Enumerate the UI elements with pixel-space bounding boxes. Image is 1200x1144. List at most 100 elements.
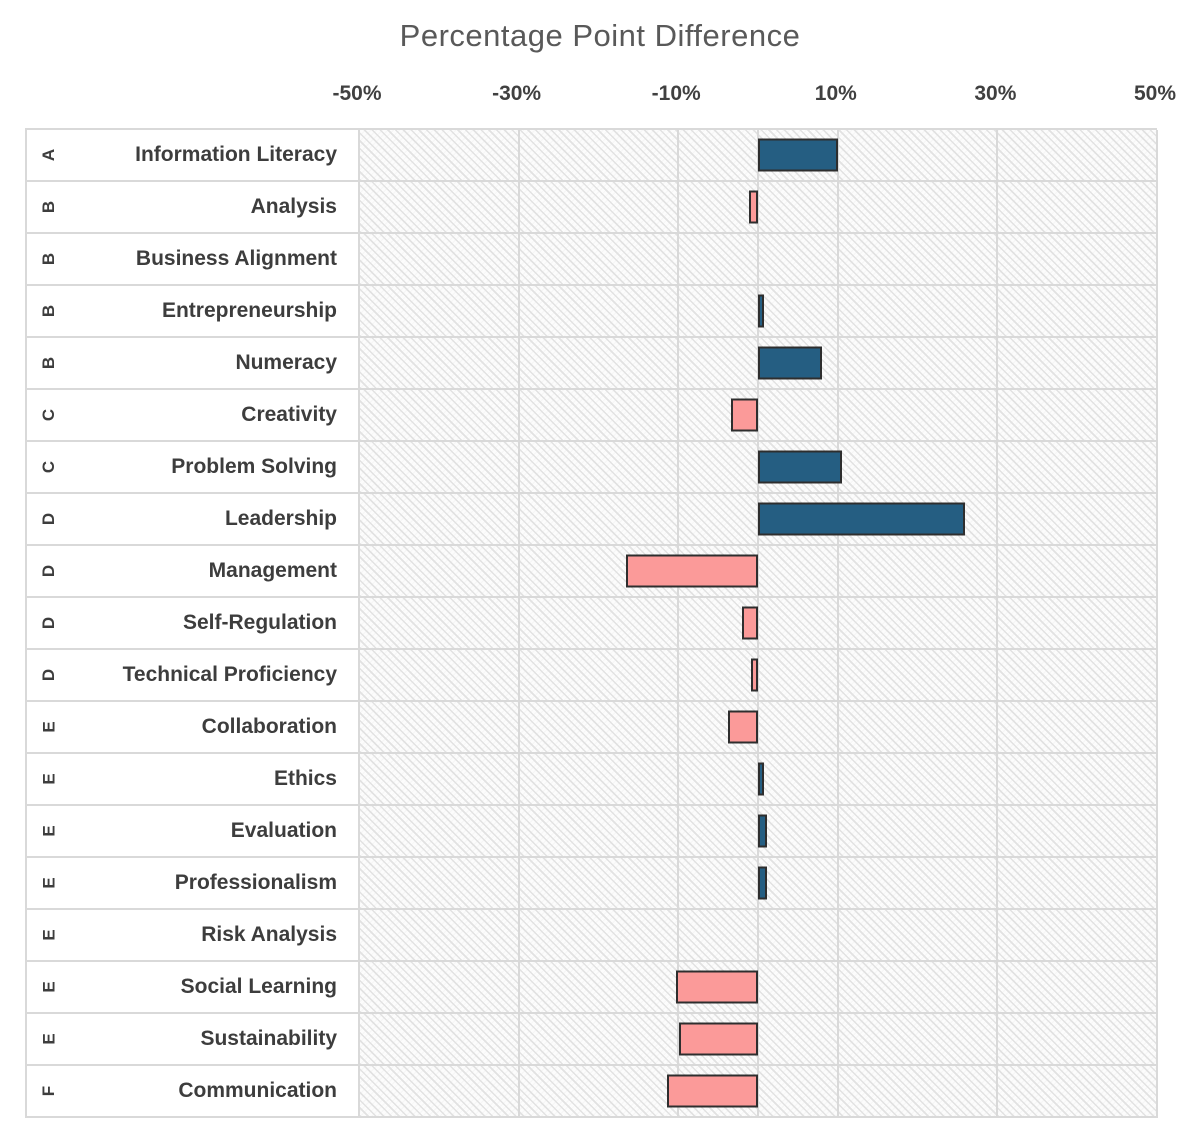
group-letter-cell: E [27,910,72,960]
plot-cell [359,130,1157,180]
positive-bar-numeracy [758,346,822,380]
group-letter-cell: C [27,442,72,492]
x-axis-tick-label: -10% [651,82,701,105]
category-label: Problem Solving [171,455,337,478]
category-label: Creativity [241,403,337,426]
positive-bar-problem-solving [758,450,842,484]
group-letter-cell: E [27,1014,72,1064]
group-letter: C [39,460,59,474]
x-axis-tick-label: -50% [332,82,382,105]
chart-title: Percentage Point Difference [399,18,801,53]
table-row: D Self-Regulation [27,598,1157,650]
positive-bar-entrepreneurship [758,294,765,328]
table-row: D Leadership [27,494,1157,546]
category-label: Analysis [250,195,337,218]
category-label: Evaluation [230,819,337,842]
group-letter: B [39,252,59,266]
table-row: B Analysis [27,182,1157,234]
plot-cell [359,234,1157,284]
table-row: D Technical Proficiency [27,650,1157,702]
negative-bar-technical-proficiency [750,658,758,692]
plot-cell [359,910,1157,960]
category-label: Numeracy [235,351,337,374]
group-letter-cell: E [27,702,72,752]
plot-cell [359,1066,1157,1116]
group-letter: A [39,148,59,162]
group-letter-cell: B [27,234,72,284]
category-label: Sustainability [200,1027,337,1050]
plot-cell [359,390,1157,440]
category-label: Management [208,559,337,582]
group-letter: B [39,200,59,214]
group-letter-cell: F [27,1066,72,1116]
group-letter: E [39,1033,59,1045]
plot-cell [359,858,1157,908]
group-letter: E [39,825,59,837]
category-label: Self-Regulation [182,611,337,634]
group-letter-cell: D [27,546,72,596]
group-letter-cell: D [27,650,72,700]
group-letter-cell: B [27,182,72,232]
table-row: E Evaluation [27,806,1157,858]
group-letter-cell: B [27,286,72,336]
category-label: Technical Proficiency [122,663,337,686]
plot-cell [359,754,1157,804]
plot-cell [359,962,1157,1012]
table-row: E Risk Analysis [27,910,1157,962]
group-letter: E [39,721,59,733]
group-letter-cell: A [27,130,72,180]
negative-bar-communication [667,1074,758,1108]
group-letter-cell: B [27,338,72,388]
category-label: Ethics [273,767,337,790]
plot-cell [359,650,1157,700]
category-label: Information Literacy [135,143,337,166]
plot-cell [359,806,1157,856]
category-label: Social Learning [180,975,337,998]
category-label: Entrepreneurship [161,299,337,322]
table-row: E Social Learning [27,962,1157,1014]
chart-table: A Information Literacy B Analysis B Business … [25,128,1158,1118]
negative-bar-creativity [730,398,758,432]
group-letter: E [39,773,59,785]
group-letter-cell: E [27,962,72,1012]
group-letter: D [39,616,59,630]
negative-bar-management [626,554,758,588]
x-axis-tick-label: 50% [1133,82,1177,105]
table-row: C Creativity [27,390,1157,442]
group-letter-cell: E [27,806,72,856]
group-letter-cell: D [27,598,72,648]
positive-bar-leadership [758,502,966,536]
plot-cell [359,546,1157,596]
plot-cell [359,702,1157,752]
table-row: E Collaboration [27,702,1157,754]
group-letter: B [39,356,59,370]
table-row: B Numeracy [27,338,1157,390]
category-label: Business Alignment [135,247,337,270]
group-letter-cell: E [27,858,72,908]
plot-cell [359,494,1157,544]
chart-rows: A Information Literacy B Analysis B Business … [27,130,1157,1118]
x-axis-tick-label: -30% [492,82,542,105]
table-row: E Sustainability [27,1014,1157,1066]
group-letter: D [39,512,59,526]
group-letter: F [39,1085,59,1097]
category-label: Professionalism [174,871,337,894]
table-row: B Business Alignment [27,234,1157,286]
group-letter: C [39,408,59,422]
negative-bar-sustainability [679,1022,758,1056]
plot-cell [359,182,1157,232]
category-label: Leadership [224,507,337,530]
group-letter: D [39,668,59,682]
negative-bar-social-learning [675,970,758,1004]
table-row: C Problem Solving [27,442,1157,494]
x-axis-tick-label: 30% [974,82,1017,105]
group-letter: B [39,304,59,318]
group-letter: E [39,929,59,941]
table-row: B Entrepreneurship [27,286,1157,338]
table-row: F Communication [27,1066,1157,1118]
category-label: Collaboration [201,715,337,738]
positive-bar-evaluation [758,814,767,848]
category-label: Risk Analysis [201,923,337,946]
negative-bar-self-regulation [742,606,758,640]
